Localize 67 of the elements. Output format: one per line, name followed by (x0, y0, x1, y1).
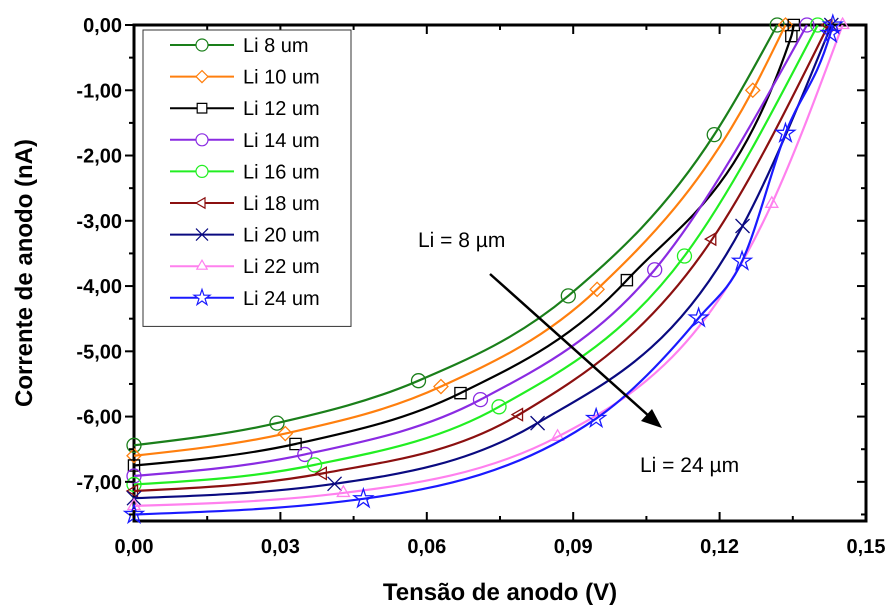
point (820, 23, 840, 42)
x-tick-label: 0,03 (260, 536, 300, 558)
point (785, 30, 798, 42)
point (734, 218, 750, 234)
point (530, 415, 546, 431)
point (472, 392, 488, 408)
legend-label: Li 22 um (243, 256, 320, 278)
y-tick-label: -2,00 (76, 146, 122, 168)
point (410, 373, 426, 388)
point (822, 14, 843, 34)
legend-label: Li 20 um (243, 224, 320, 247)
point (126, 448, 142, 464)
point (676, 248, 692, 264)
legend-label: Li 8 um (243, 35, 309, 57)
y-tick-label: 0,00 (83, 15, 122, 37)
legend-label: Li 10 um (243, 66, 320, 89)
point (788, 18, 800, 32)
point (269, 415, 285, 431)
point (491, 399, 507, 414)
point (326, 476, 342, 492)
point (770, 17, 785, 33)
point (128, 459, 140, 472)
y-tick-label: -6,00 (76, 406, 122, 429)
legend-label: Li 16 um (243, 161, 320, 184)
point (289, 438, 302, 450)
point (278, 426, 293, 442)
y-tick-label: -4,00 (76, 276, 122, 298)
point (454, 386, 467, 400)
x-tick-label: 0,00 (114, 536, 154, 558)
point (810, 17, 826, 33)
legend-label: Li 12 um (243, 98, 320, 120)
point (560, 288, 576, 304)
point (688, 308, 709, 327)
point (778, 17, 794, 33)
point (297, 446, 312, 462)
point (799, 17, 815, 33)
legend-label: Li 14 um (243, 130, 320, 152)
x-tick-label: 0,09 (554, 536, 593, 558)
point (732, 250, 752, 270)
point (433, 378, 449, 394)
point (124, 504, 144, 524)
x-tick-label: 0,06 (407, 536, 446, 558)
point (647, 262, 662, 278)
x-tick-label: 0,15 (846, 536, 886, 558)
annotation: Li = 8 µm (418, 229, 506, 252)
point (620, 274, 634, 286)
x-tick-label: 0,12 (700, 536, 740, 558)
legend-label: Li 24 um (243, 288, 320, 310)
y-axis-title: Corrente de anodo (nA) (11, 139, 38, 407)
point (745, 82, 760, 98)
point (306, 457, 322, 473)
y-tick-label: -5,00 (76, 341, 122, 364)
y-tick-label: -3,00 (76, 210, 122, 233)
point (126, 490, 142, 506)
legend-label: Li 18 um (243, 193, 320, 215)
point (353, 488, 374, 508)
y-tick-label: -7,00 (76, 472, 122, 494)
point (586, 408, 606, 428)
point (126, 476, 142, 492)
y-tick-label: -1,00 (76, 80, 122, 102)
x-axis-title: Tensão de anodo (V) (382, 579, 618, 606)
point (589, 282, 605, 297)
point (126, 468, 142, 484)
point (706, 127, 722, 142)
point (126, 438, 142, 453)
annotation: Li = 24 µm (640, 454, 740, 477)
point (776, 122, 796, 142)
